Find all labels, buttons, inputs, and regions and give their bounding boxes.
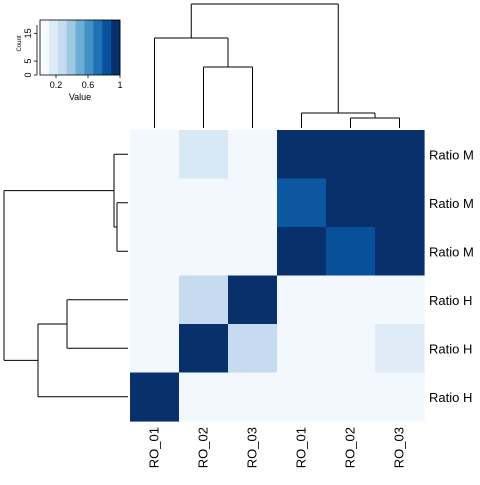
heatmap-cell-r4-c0 <box>130 324 180 373</box>
color-key-swatch <box>84 20 93 75</box>
row-label-2: Ratio M <box>429 244 474 259</box>
heatmap-cell-r2-c5 <box>375 227 425 276</box>
heatmap-cell-r3-c2 <box>228 276 278 325</box>
color-key-xtick-label: 0.6 <box>82 80 95 90</box>
row-label-4: Ratio H <box>429 341 472 356</box>
heatmap-cell-r1-c5 <box>375 179 425 228</box>
heatmap-cell-r5-c4 <box>326 373 376 422</box>
heatmap-cell-r0-c5 <box>375 130 425 179</box>
heatmap-cell-r1-c2 <box>228 179 278 228</box>
color-key-swatch <box>67 20 76 75</box>
color-key-ytick-label: 15 <box>23 28 33 38</box>
heatmap-cell-r3-c3 <box>277 276 327 325</box>
row-labels: Ratio M Ratio M Ratio M Ratio H Ratio H Ratio… <box>429 147 474 405</box>
heatmap-cell-r2-c2 <box>228 227 278 276</box>
heatmap-cell-r5-c3 <box>277 373 327 422</box>
heatmap-cell-r5-c5 <box>375 373 425 422</box>
heatmap-cell-r4-c1 <box>179 324 229 373</box>
column-label-4: RO_02 <box>343 427 358 468</box>
heatmap-cell-r3-c5 <box>375 276 425 325</box>
row-label-5: Ratio H <box>429 390 472 405</box>
color-key-swatch <box>49 20 58 75</box>
heatmap-cell-r1-c4 <box>326 179 376 228</box>
heatmap-cell-r4-c2 <box>228 324 278 373</box>
heatmap-cell-r2-c4 <box>326 227 376 276</box>
heatmap-cell-r4-c3 <box>277 324 327 373</box>
heatmap-cell-r1-c1 <box>179 179 229 228</box>
row-dendrogram <box>4 154 128 397</box>
color-key-swatch <box>58 20 67 75</box>
heatmap-cell-r1-c3 <box>277 179 327 228</box>
heatmap-cell-r3-c0 <box>130 276 180 325</box>
color-key-xlabel: Value <box>69 92 91 102</box>
row-label-0: Ratio M <box>429 147 474 162</box>
color-key-ylabel: Count <box>17 35 23 51</box>
heatmap-cell-r2-c0 <box>130 227 180 276</box>
heatmap-cell-r0-c2 <box>228 130 278 179</box>
row-label-1: Ratio M <box>429 196 474 211</box>
heatmap-cell-r0-c3 <box>277 130 327 179</box>
column-label-5: RO_03 <box>392 427 407 468</box>
column-dendrogram <box>155 4 400 128</box>
heatmap-cell-r3-c4 <box>326 276 376 325</box>
color-key-xtick-label: 1 <box>117 80 122 90</box>
color-key-swatch <box>40 20 49 75</box>
heatmap-cell-r0-c0 <box>130 130 180 179</box>
heatmap-cell-r0-c1 <box>179 130 229 179</box>
column-label-3: RO_01 <box>294 427 309 468</box>
heatmap-cell-r5-c0 <box>130 373 180 422</box>
heatmap-cell-r5-c2 <box>228 373 278 422</box>
row-label-3: Ratio H <box>429 293 472 308</box>
heatmap-cell-r5-c1 <box>179 373 229 422</box>
color-key-ytick-label: 5 <box>23 59 33 64</box>
column-label-0: RO_01 <box>147 427 162 468</box>
heatmap-cell-r1-c0 <box>130 179 180 228</box>
heatmap-cells <box>130 130 425 422</box>
heatmap-cell-r3-c1 <box>179 276 229 325</box>
color-key-swatch <box>93 20 102 75</box>
color-key-xtick-label: 0.2 <box>50 80 63 90</box>
heatmap-cell-r2-c1 <box>179 227 229 276</box>
heatmap-cell-r4-c5 <box>375 324 425 373</box>
column-label-1: RO_02 <box>196 427 211 468</box>
color-key-ytick-label: 0 <box>23 72 33 77</box>
column-label-2: RO_03 <box>245 427 260 468</box>
color-key-swatch <box>111 20 120 75</box>
color-key-swatch <box>76 20 85 75</box>
heatmap-cell-r2-c3 <box>277 227 327 276</box>
heatmap-cell-r4-c4 <box>326 324 376 373</box>
heatmap-cell-r0-c4 <box>326 130 376 179</box>
color-key-swatch <box>102 20 111 75</box>
column-labels: RO_01 RO_02 RO_03 RO_01 RO_02 RO_03 <box>147 427 407 468</box>
